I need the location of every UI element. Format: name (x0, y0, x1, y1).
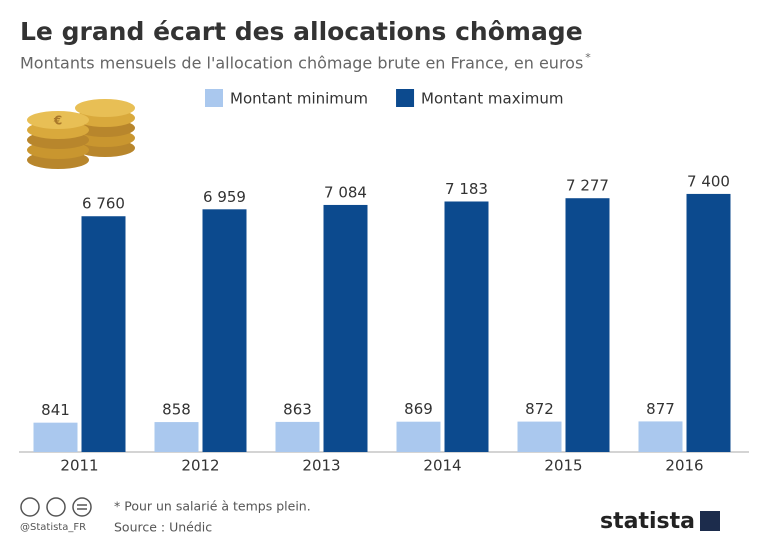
x-tick-label: 2011 (60, 457, 98, 475)
value-label: 863 (283, 400, 312, 418)
bar (323, 204, 368, 452)
value-label: 7 084 (324, 183, 367, 201)
bar (444, 201, 489, 452)
legend-swatch (396, 89, 415, 107)
handle: @Statista_FR (20, 522, 86, 533)
coins-icon: € (27, 99, 135, 169)
value-label: 869 (404, 400, 433, 418)
brand-logo (700, 511, 720, 531)
bar (81, 216, 126, 452)
legend-swatch (205, 89, 223, 107)
subtitle-note: * (585, 51, 591, 64)
value-label: 7 277 (566, 177, 609, 195)
value-label: 872 (525, 400, 554, 418)
x-tick-label: 2013 (302, 457, 340, 475)
license-icons (20, 497, 92, 517)
x-tick-label: 2012 (181, 457, 219, 475)
footnote: * Pour un salarié à temps plein. (114, 499, 311, 514)
source: Source : Unédic (114, 520, 212, 535)
x-tick-label: 2015 (544, 457, 582, 475)
bar (517, 421, 562, 452)
bar (686, 193, 731, 453)
bar (565, 198, 610, 452)
bar (33, 422, 78, 452)
chart-title: Le grand écart des allocations chômage (20, 17, 583, 46)
value-label: 7 400 (687, 172, 730, 190)
value-label: 6 760 (82, 195, 125, 213)
value-label: 877 (646, 400, 675, 418)
bar (202, 209, 247, 452)
value-label: 6 959 (203, 188, 246, 206)
value-label: 7 183 (445, 180, 488, 198)
svg-text:€: € (53, 114, 62, 128)
brand: statista (600, 509, 695, 534)
bar (396, 421, 441, 452)
x-tick-label: 2016 (665, 457, 703, 475)
legend-label: Montant maximum (421, 90, 563, 108)
x-tick-label: 2014 (423, 457, 461, 475)
value-label: 858 (162, 401, 191, 419)
bar (154, 422, 199, 452)
chart-subtitle: Montants mensuels de l'allocation chômag… (20, 54, 583, 73)
bar (275, 421, 320, 452)
bar (638, 421, 683, 452)
value-label: 841 (41, 401, 70, 419)
legend-label: Montant minimum (230, 90, 368, 108)
